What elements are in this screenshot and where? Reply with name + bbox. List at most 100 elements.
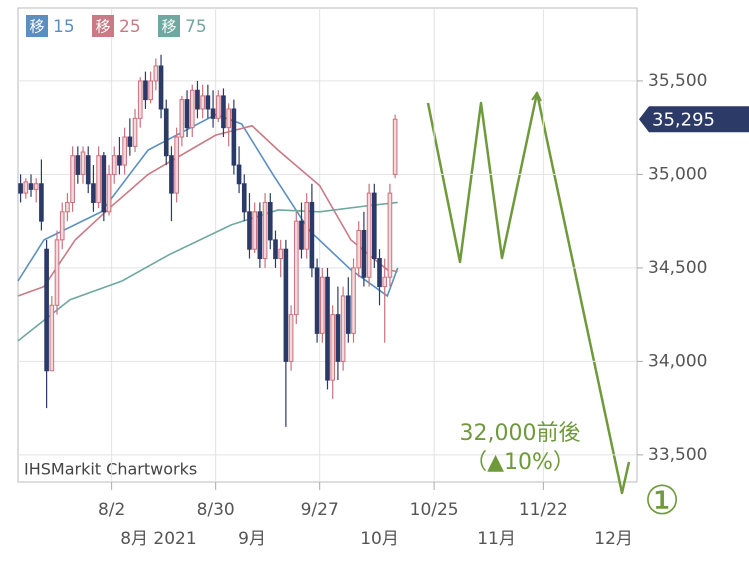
candle-body — [174, 136, 179, 194]
candle-body — [236, 164, 242, 185]
candle-body — [189, 89, 195, 129]
candle-body — [65, 201, 70, 213]
x-tick-label: 8/2 — [98, 500, 125, 520]
candle-body — [351, 267, 356, 334]
candle-body — [200, 95, 205, 110]
candle-body — [231, 108, 237, 166]
candle-body — [39, 183, 44, 222]
candle-body — [345, 295, 351, 334]
candle-body — [278, 248, 284, 260]
candle-body — [122, 136, 127, 166]
candle-body — [54, 239, 60, 306]
candle-body — [163, 108, 169, 157]
candle-body — [314, 267, 320, 334]
candle-body — [33, 183, 39, 190]
moving-average — [17, 124, 398, 297]
candle-body — [184, 99, 190, 129]
candle-body — [205, 95, 211, 110]
annotation-text: 32,000前後 — [460, 421, 581, 446]
candle-body — [382, 276, 388, 288]
candle-body — [299, 220, 304, 250]
legend-badge — [26, 15, 48, 37]
legend-label: 25 — [119, 17, 141, 37]
price-tag-label: 35,295 — [652, 109, 715, 130]
legend-prefix: 移 — [95, 18, 110, 36]
candle-body — [158, 65, 164, 110]
candle-body — [273, 239, 278, 260]
legend-label: 15 — [53, 17, 75, 37]
forecast-tip — [531, 91, 542, 102]
x-tick-label: 10/25 — [410, 500, 459, 520]
plot-frame — [17, 7, 638, 483]
month-label: 8月 2021 — [120, 529, 196, 549]
candle-body — [387, 192, 393, 278]
candle-body — [247, 211, 252, 250]
y-tick-label: 34,500 — [648, 258, 707, 278]
candle-body — [137, 80, 143, 119]
legend-badge — [158, 15, 180, 37]
x-tick-label: 11/22 — [519, 500, 568, 520]
month-label: 9月 — [238, 529, 266, 549]
candle-body — [340, 295, 346, 362]
candle-body — [75, 155, 81, 175]
candle-body — [309, 201, 315, 269]
month-label: 10月 — [360, 529, 399, 549]
candle-body — [91, 183, 96, 203]
moving-average — [17, 113, 399, 298]
candle-body — [59, 211, 65, 241]
candle-body — [23, 181, 29, 194]
annotation-subtext: （▲10%） — [465, 450, 575, 475]
candle-body — [267, 201, 273, 241]
month-label: 11月 — [477, 529, 516, 549]
candle-body — [371, 192, 377, 260]
candle-body — [377, 258, 382, 288]
candle-body — [117, 155, 122, 166]
moving-average — [17, 201, 398, 342]
candle-body — [49, 304, 55, 372]
month-label: 12月 — [594, 529, 633, 549]
candle-body — [356, 230, 362, 269]
candle-body — [241, 183, 247, 213]
candle-body — [293, 220, 299, 316]
candle-body — [169, 155, 174, 194]
y-tick-label: 35,500 — [648, 71, 707, 91]
candle-body — [28, 183, 34, 190]
candle-body — [304, 201, 310, 250]
y-tick-label: 35,000 — [648, 164, 707, 184]
candle-body — [221, 95, 226, 129]
candle-body — [111, 155, 117, 175]
annotation-marker: ① — [644, 478, 680, 524]
candle-body — [257, 211, 263, 260]
candle-body — [132, 117, 138, 147]
x-tick-label: 8/30 — [197, 500, 235, 520]
watermark: IHSMarkit Chartworks — [24, 460, 197, 479]
candle-body — [96, 155, 101, 203]
candle-body — [392, 118, 398, 175]
candle-body — [319, 276, 325, 334]
candle-body — [210, 108, 216, 119]
candle-body — [288, 314, 294, 362]
candle-body — [85, 155, 91, 185]
legend-badge — [92, 15, 114, 37]
y-tick-label: 34,000 — [648, 351, 707, 371]
candle-body — [361, 230, 367, 278]
candle-body — [148, 80, 153, 101]
legend-label: 75 — [185, 17, 207, 37]
candle-body — [179, 99, 185, 138]
x-tick-label: 9/27 — [301, 500, 339, 520]
candle-body — [127, 136, 133, 147]
candle-body — [106, 173, 112, 213]
candle-body — [44, 248, 49, 372]
candle-body — [325, 276, 330, 381]
legend-prefix: 移 — [29, 18, 44, 36]
candle-body — [262, 201, 268, 260]
candle-body — [195, 89, 200, 110]
candle-body — [215, 95, 221, 119]
forecast-line — [426, 91, 631, 495]
candle-body — [153, 65, 159, 82]
candle-body — [252, 211, 257, 250]
candle-body — [335, 314, 341, 362]
candle-body — [101, 155, 107, 213]
candle-body — [80, 151, 86, 175]
